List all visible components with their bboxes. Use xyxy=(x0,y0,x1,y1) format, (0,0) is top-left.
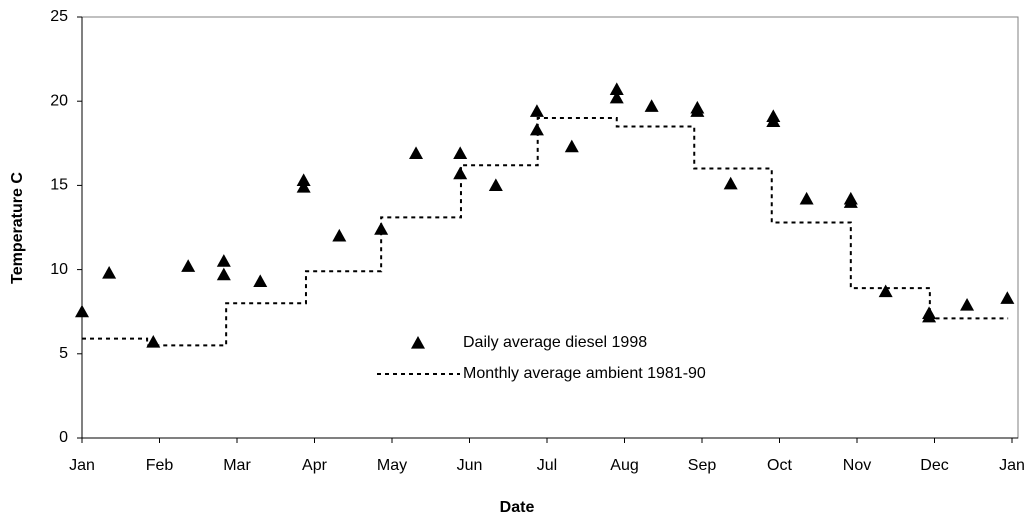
x-tick-label: Jun xyxy=(457,457,483,474)
x-tick-label: Jan xyxy=(999,457,1025,474)
triangle-marker xyxy=(216,254,231,267)
triangle-marker xyxy=(453,146,468,160)
step-line xyxy=(82,117,1009,347)
triangle-marker xyxy=(766,114,781,128)
triangle-marker xyxy=(690,104,705,117)
x-tick-label: Aug xyxy=(610,457,638,474)
triangle-marker xyxy=(181,259,196,272)
y-tick-label: 25 xyxy=(50,8,68,25)
y-tick-label: 10 xyxy=(50,261,68,278)
triangle-marker xyxy=(644,99,659,112)
triangle-marker xyxy=(922,309,937,323)
legend-label: Daily average diesel 1998 xyxy=(463,334,647,351)
triangle-marker xyxy=(960,297,975,311)
triangle-marker xyxy=(1000,291,1015,304)
triangle-marker xyxy=(564,139,579,153)
x-tick-label: Dec xyxy=(920,457,948,474)
x-tick-label: Mar xyxy=(223,457,251,474)
triangle-marker xyxy=(529,104,544,117)
legend-label: Monthly average ambient 1981-90 xyxy=(463,365,706,382)
x-tick-label: Nov xyxy=(843,457,871,474)
x-tick-label: May xyxy=(377,457,407,474)
triangle-marker xyxy=(253,274,268,287)
triangle-marker xyxy=(843,195,858,208)
triangle-marker xyxy=(799,191,814,205)
triangle-marker xyxy=(374,222,389,235)
triangle-marker xyxy=(296,173,311,186)
triangle-marker xyxy=(488,178,503,191)
triangle-marker xyxy=(878,284,893,298)
y-tick-label: 15 xyxy=(50,177,68,194)
x-tick-label: Apr xyxy=(302,457,328,474)
triangle-marker xyxy=(296,180,311,193)
triangle-marker xyxy=(102,265,117,279)
x-tick-label: Jul xyxy=(537,457,557,474)
y-axis-label: Temperature C xyxy=(9,172,26,284)
triangle-marker xyxy=(609,90,624,104)
y-tick-label: 5 xyxy=(59,345,68,362)
triangle-marker xyxy=(453,166,468,180)
x-tick-label: Oct xyxy=(767,457,792,474)
x-tick-label: Jan xyxy=(69,457,95,474)
triangle-marker xyxy=(332,228,347,242)
triangle-marker xyxy=(723,176,738,190)
triangle-marker xyxy=(75,304,89,318)
x-axis-label: Date xyxy=(500,499,535,516)
triangle-marker xyxy=(609,82,624,96)
triangle-marker xyxy=(216,267,231,281)
x-tick-label: Feb xyxy=(146,457,174,474)
legend-marker xyxy=(411,336,425,349)
y-tick-label: 20 xyxy=(50,92,68,109)
y-tick-label: 0 xyxy=(59,429,68,446)
x-tick-label: Sep xyxy=(688,457,717,474)
triangle-marker xyxy=(409,146,424,160)
triangle-marker xyxy=(529,122,544,136)
